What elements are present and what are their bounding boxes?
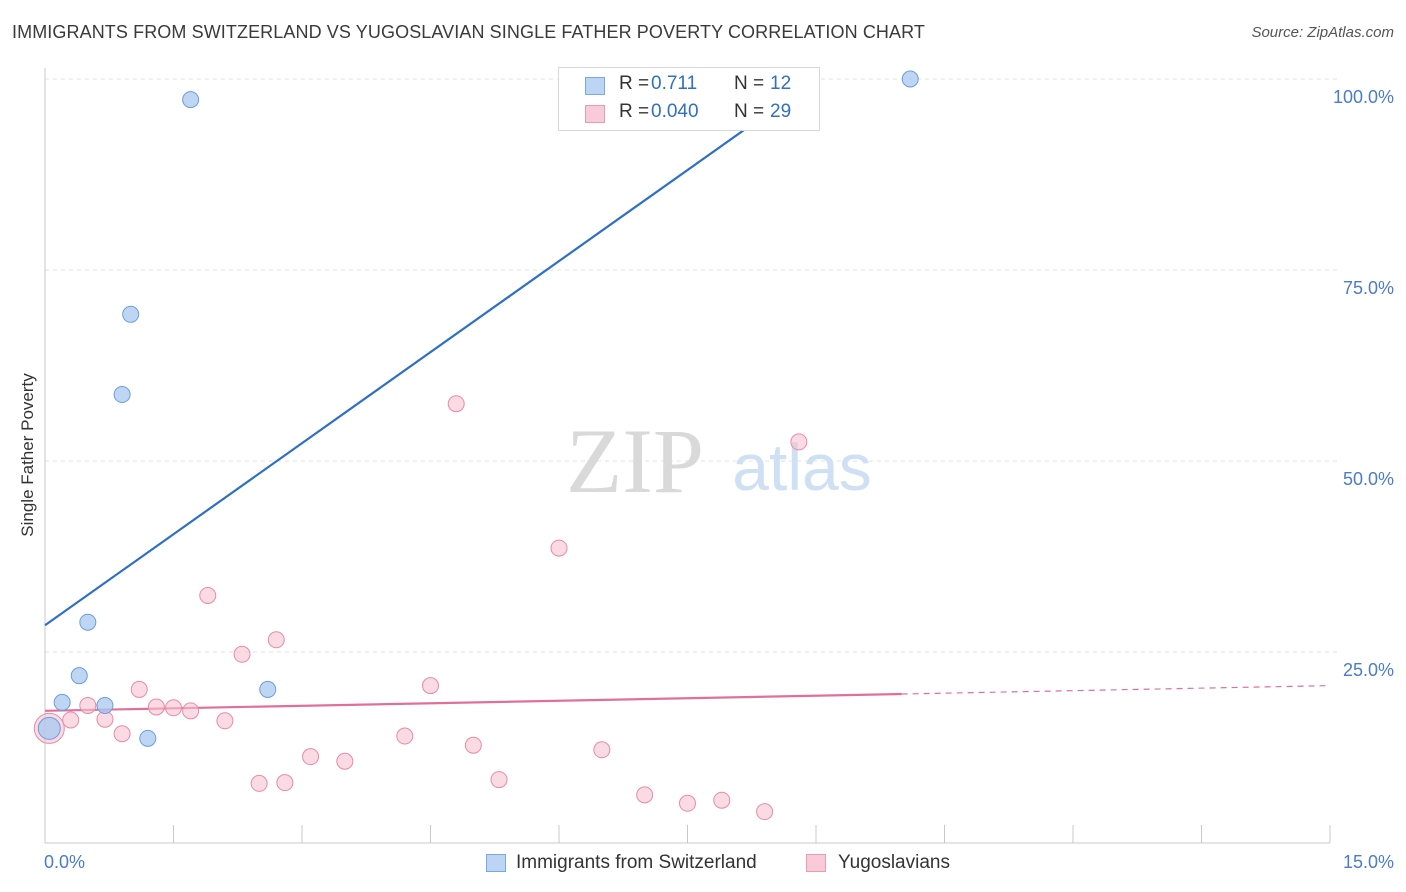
switzerland-point-5 [79, 613, 97, 631]
bottom-legend-switzerland: Immigrants from Switzerland [516, 852, 757, 873]
trend-lines [44, 78, 1331, 712]
yugoslavian-point-4 [113, 725, 131, 743]
y-axis-label: Single Father Poverty [18, 373, 37, 537]
chart-title: IMMIGRANTS FROM SWITZERLAND VS YUGOSLAVI… [12, 22, 926, 42]
legend-r-value: 0.711 [651, 73, 698, 94]
x-tick-label-min: 0.0% [44, 852, 86, 872]
legend-r-label: R = [619, 101, 650, 122]
yugoslavian-point-10 [216, 712, 234, 730]
yugoslavian-point-1 [62, 711, 80, 729]
yugoslavian-point-14 [276, 774, 294, 792]
yugoslavian-point-20 [464, 736, 482, 754]
legend-n-value: 29 [770, 101, 792, 122]
legend-row-yugoslavians: R = 0.040 N = 29 [559, 101, 819, 129]
yugoslavian-point-7 [165, 699, 182, 717]
watermark: ZIP atlas [566, 410, 872, 512]
y-tick-label-100: 100.0% [1332, 87, 1394, 107]
switzerland-point-0 [182, 91, 200, 109]
trend-line-extension-1 [901, 685, 1331, 695]
legend-n-label: N = [734, 73, 765, 94]
yugoslavian-point-19 [447, 395, 465, 413]
yugoslavian-point-6 [147, 698, 165, 716]
data-points [33, 70, 919, 821]
switzerland-point-3 [122, 305, 140, 323]
trend-line-0 [44, 78, 817, 627]
yugoslavian-point-24 [636, 786, 654, 804]
switzerland-point-11 [37, 716, 61, 740]
gridlines [45, 78, 1340, 653]
yugoslavian-point-22 [550, 539, 568, 557]
legend-n-value: 12 [770, 73, 792, 94]
bottom-legend-yugoslavians: Yugoslavians [838, 852, 950, 873]
switzerland-point-10 [139, 729, 157, 747]
switzerland-point-4 [113, 386, 131, 404]
yugoslavian-point-15 [302, 748, 320, 766]
yugoslavian-point-11 [233, 645, 251, 663]
legend-swatch-yugoslavians [585, 105, 605, 123]
watermark-zip: ZIP [566, 410, 704, 512]
yugoslavian-point-28 [790, 433, 808, 451]
yugoslavian-point-18 [422, 677, 439, 695]
yugoslavian-point-5 [130, 680, 148, 698]
yugoslavian-point-2 [79, 696, 97, 714]
yugoslavian-point-9 [199, 586, 217, 604]
yugoslavian-point-23 [593, 741, 611, 759]
yugoslavian-point-26 [713, 791, 731, 809]
yugoslavian-point-16 [336, 752, 354, 770]
yugoslavian-point-21 [490, 771, 508, 789]
bottom-legend-swatch-yugoslavians [806, 854, 826, 872]
x-tick-label-max: 15.0% [1342, 852, 1394, 872]
yugoslavian-point-12 [250, 774, 268, 792]
legend-n-label: N = [734, 101, 765, 122]
y-tick-label-25: 25.0% [1342, 660, 1394, 680]
legend-r-value: 0.040 [651, 101, 699, 122]
y-tick-label-50: 50.0% [1342, 469, 1394, 489]
switzerland-point-6 [70, 667, 88, 685]
y-tick-label-75: 75.0% [1342, 278, 1394, 298]
yugoslavian-point-25 [679, 794, 696, 812]
switzerland-point-8 [96, 696, 114, 714]
yugoslavian-point-27 [756, 803, 774, 821]
legend-swatch-switzerland [585, 77, 605, 95]
source-label: Source: ZipAtlas.com [1251, 24, 1394, 41]
legend-row-switzerland: R = 0.711 N = 12 [559, 73, 819, 101]
switzerland-point-2 [901, 70, 919, 88]
correlation-legend: R = 0.711 N = 12 R = 0.040 N = 29 [558, 67, 820, 131]
switzerland-point-9 [259, 680, 277, 698]
legend-r-label: R = [619, 73, 650, 94]
yugoslavian-point-8 [182, 702, 200, 720]
yugoslavian-point-13 [267, 631, 285, 649]
bottom-legend-swatch-switzerland [486, 854, 506, 872]
switzerland-point-7 [53, 693, 71, 711]
yugoslavian-point-17 [396, 727, 414, 745]
